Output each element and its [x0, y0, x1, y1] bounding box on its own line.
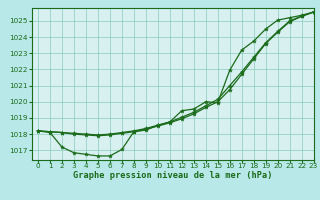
X-axis label: Graphe pression niveau de la mer (hPa): Graphe pression niveau de la mer (hPa) — [73, 171, 273, 180]
